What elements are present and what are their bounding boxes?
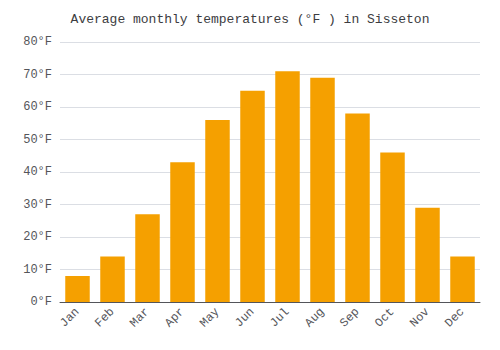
svg-text:20°F: 20°F <box>23 230 52 244</box>
svg-text:50°F: 50°F <box>23 133 52 147</box>
svg-text:Mar: Mar <box>127 305 152 330</box>
svg-text:Jun: Jun <box>232 305 257 330</box>
svg-text:Dec: Dec <box>442 305 467 330</box>
svg-text:May: May <box>197 305 222 330</box>
svg-text:Feb: Feb <box>92 305 117 330</box>
svg-text:0°F: 0°F <box>30 295 52 309</box>
svg-text:40°F: 40°F <box>23 165 52 179</box>
svg-text:Aug: Aug <box>302 305 327 330</box>
svg-text:80°F: 80°F <box>23 35 52 49</box>
svg-text:Jan: Jan <box>57 305 82 330</box>
svg-text:60°F: 60°F <box>23 100 52 114</box>
svg-text:30°F: 30°F <box>23 198 52 212</box>
svg-text:Jul: Jul <box>267 305 292 330</box>
svg-text:70°F: 70°F <box>23 68 52 82</box>
svg-text:Apr: Apr <box>162 305 187 330</box>
svg-text:Average monthly temperatures (: Average monthly temperatures (°F ) in Si… <box>71 12 430 27</box>
svg-text:Nov: Nov <box>407 305 432 330</box>
svg-text:Sep: Sep <box>337 305 362 330</box>
svg-text:10°F: 10°F <box>23 263 52 277</box>
svg-text:Oct: Oct <box>372 305 397 330</box>
